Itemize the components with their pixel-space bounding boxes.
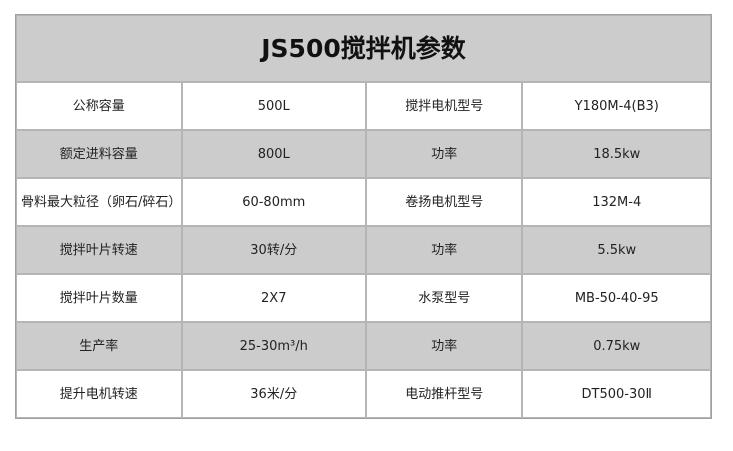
param-value: 25-30m³/h	[181, 322, 366, 370]
param-value: 800L	[181, 130, 366, 178]
table-title: JS500搅拌机参数	[16, 15, 711, 82]
param-value: 500L	[181, 82, 366, 130]
param-value: 60-80mm	[181, 178, 366, 226]
table-row: 额定进料容量 800L 功率 18.5kw	[16, 130, 711, 178]
param-value: 36米/分	[181, 370, 366, 418]
param-label: 功率	[366, 322, 523, 370]
param-value: 30转/分	[181, 226, 366, 274]
param-label: 生产率	[16, 322, 182, 370]
table-row: 公称容量 500L 搅拌电机型号 Y180M-4(B3)	[16, 82, 711, 130]
param-value: 0.75kw	[522, 322, 711, 370]
param-label: 水泵型号	[366, 274, 523, 322]
table-row: 搅拌叶片数量 2X7 水泵型号 MB-50-40-95	[16, 274, 711, 322]
param-label: 搅拌叶片转速	[16, 226, 182, 274]
table-row: 提升电机转速 36米/分 电动推杆型号 DT500-30Ⅱ	[16, 370, 711, 418]
param-label: 电动推杆型号	[366, 370, 523, 418]
param-label: 搅拌叶片数量	[16, 274, 182, 322]
param-value: DT500-30Ⅱ	[522, 370, 711, 418]
param-value: 132M-4	[522, 178, 711, 226]
table-row: 搅拌叶片转速 30转/分 功率 5.5kw	[16, 226, 711, 274]
param-label: 骨料最大粒径（卵石/碎石）	[16, 178, 182, 226]
table-row: 生产率 25-30m³/h 功率 0.75kw	[16, 322, 711, 370]
param-value: 2X7	[181, 274, 366, 322]
param-label: 提升电机转速	[16, 370, 182, 418]
param-label: 功率	[366, 130, 523, 178]
param-value: 18.5kw	[522, 130, 711, 178]
param-label: 搅拌电机型号	[366, 82, 523, 130]
param-label: 公称容量	[16, 82, 182, 130]
param-value: MB-50-40-95	[522, 274, 711, 322]
spec-table: JS500搅拌机参数 公称容量 500L 搅拌电机型号 Y180M-4(B3) 额定进…	[15, 14, 712, 419]
param-label: 功率	[366, 226, 523, 274]
param-value: 5.5kw	[522, 226, 711, 274]
table-row: 骨料最大粒径（卵石/碎石） 60-80mm 卷扬电机型号 132M-4	[16, 178, 711, 226]
param-label: 额定进料容量	[16, 130, 182, 178]
param-value: Y180M-4(B3)	[522, 82, 711, 130]
param-label: 卷扬电机型号	[366, 178, 523, 226]
